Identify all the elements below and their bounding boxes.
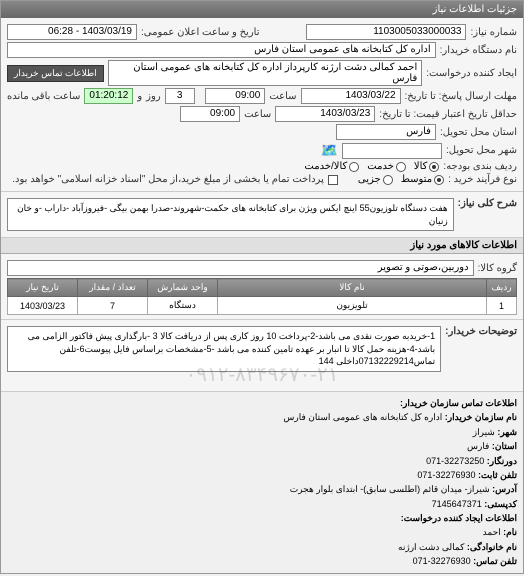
contact-phone-label: تلفن تماس: bbox=[473, 556, 517, 566]
postal-label: کدپستی: bbox=[484, 499, 517, 509]
deadline-label: مهلت ارسال پاسخ: تا تاریخ: bbox=[405, 91, 517, 102]
notes-text: 1-خریدبه صورت نقدی می باشد-2-پرداخت 10 ر… bbox=[7, 326, 441, 372]
phone-value: 32276930-071 bbox=[417, 470, 475, 480]
deadline-time-field: 09:00 bbox=[205, 88, 265, 104]
cell-idx: 1 bbox=[487, 297, 517, 315]
payment-radio-group: متوسط جزیی bbox=[358, 174, 444, 185]
budget-label: ردیف بندی بودجه: bbox=[443, 161, 517, 172]
bid-validity-label: حداقل تاریخ اعتبار قیمت: تا تاریخ: bbox=[379, 109, 517, 120]
budget-opt-0: کالا bbox=[414, 161, 428, 172]
province-label: استان محل تحویل: bbox=[440, 127, 517, 138]
requester-field: احمد کمالی دشت ارژنه کارپرداز اداره کل ک… bbox=[108, 60, 423, 86]
phone-label: تلفن ثابت: bbox=[478, 470, 517, 480]
map-icon[interactable]: 🗺️ bbox=[321, 142, 338, 159]
and-label: و bbox=[137, 91, 142, 102]
remaining-label: ساعت باقی مانده bbox=[7, 91, 80, 102]
name-value: احمد bbox=[483, 527, 501, 537]
contact-title: اطلاعات تماس سازمان خریدار: bbox=[400, 398, 517, 408]
address-value: شیراز- میدان قائم (اطلسی سابق)- ابتدای ب… bbox=[290, 484, 490, 494]
city-label: شهر محل تحویل: bbox=[446, 145, 517, 156]
req-number-field: 1103005033000033 bbox=[306, 24, 466, 40]
name-label: نام: bbox=[503, 527, 517, 537]
need-desc-label: شرح کلی نیاز: bbox=[458, 198, 517, 209]
budget-radio-both[interactable]: کالا/خدمت bbox=[304, 161, 359, 172]
radio-icon bbox=[434, 175, 444, 185]
cell-unit: دستگاه bbox=[148, 297, 218, 315]
header-section: شماره نیاز: 1103005033000033 تاریخ و ساع… bbox=[1, 18, 523, 192]
family-value: کمالی دشت ارژنه bbox=[398, 542, 464, 552]
org-label: نام سازمان خریدار: bbox=[445, 412, 517, 422]
table-row[interactable]: 1 تلویزیون دستگاه 7 1403/03/23 bbox=[8, 297, 517, 315]
buyer-device-field: اداره کل کتابخانه های عمومی استان فارس bbox=[7, 42, 436, 58]
cell-date: 1403/03/23 bbox=[8, 297, 78, 315]
budget-opt-2: کالا/خدمت bbox=[304, 161, 347, 172]
radio-icon bbox=[383, 175, 393, 185]
announce-label: تاریخ و ساعت اعلان عمومی: bbox=[141, 27, 260, 38]
family-label: نام خانوادگی: bbox=[467, 542, 517, 552]
requester-label: ایجاد کننده درخواست: bbox=[426, 68, 517, 79]
req-creator-label: اطلاعات ایجاد کننده درخواست: bbox=[401, 513, 517, 523]
city-value: شیراز bbox=[473, 427, 495, 437]
payment-opt-1: جزیی bbox=[358, 174, 381, 185]
payment-type-label: نوع فرآیند خرید : bbox=[448, 174, 517, 185]
col-idx: ردیف bbox=[487, 279, 517, 297]
budget-opt-1: خدمت bbox=[367, 161, 394, 172]
timer-field: 01:20:12 bbox=[84, 88, 133, 104]
fax-label: دورنگار: bbox=[487, 456, 517, 466]
buyer-notes-section: توضیحات خریدار: 1-خریدبه صورت نقدی می با… bbox=[1, 320, 523, 392]
bid-validity-time-field: 09:00 bbox=[180, 106, 240, 122]
radio-icon bbox=[396, 162, 406, 172]
panel-title: جزئیات اطلاعات نیاز bbox=[1, 1, 523, 18]
contact-phone-value: 32276930-071 bbox=[413, 556, 471, 566]
buyer-device-label: نام دستگاه خریدار: bbox=[440, 45, 517, 56]
need-desc-text: هفت دستگاه تلوزیون55 اینچ ایکس ویژن برای… bbox=[7, 198, 454, 231]
budget-radio-khidmat[interactable]: خدمت bbox=[367, 161, 406, 172]
org-value: اداره کل کتابخانه های عمومی استان فارس bbox=[283, 412, 442, 422]
announce-field: 1403/03/19 - 06:28 bbox=[7, 24, 137, 40]
col-name: نام کالا bbox=[218, 279, 487, 297]
goods-subheader: اطلاعات کالاهای مورد نیاز bbox=[1, 238, 523, 254]
group-label: گروه کالا: bbox=[478, 263, 517, 274]
bid-validity-date-field: 1403/03/23 bbox=[275, 106, 375, 122]
budget-radio-kala[interactable]: کالا bbox=[414, 161, 440, 172]
col-qty: تعداد / مقدار bbox=[78, 279, 148, 297]
goods-table: ردیف نام کالا واحد شمارش تعداد / مقدار ت… bbox=[7, 278, 517, 315]
budget-radio-group: کالا خدمت کالا/خدمت bbox=[304, 161, 439, 172]
payment-radio-partial[interactable]: جزیی bbox=[358, 174, 393, 185]
col-unit: واحد شمارش bbox=[148, 279, 218, 297]
deadline-date-field: 1403/03/22 bbox=[301, 88, 401, 104]
address-label: آدرس: bbox=[492, 484, 517, 494]
contact-section: اطلاعات تماس سازمان خریدار: نام سازمان خ… bbox=[1, 392, 523, 573]
province-label2: استان: bbox=[492, 441, 517, 451]
radio-icon bbox=[429, 162, 439, 172]
province-field: فارس bbox=[336, 124, 436, 140]
city-label2: شهر: bbox=[497, 427, 517, 437]
details-panel: جزئیات اطلاعات نیاز شماره نیاز: 11030050… bbox=[0, 0, 524, 574]
radio-icon bbox=[349, 162, 359, 172]
fax-value: 32273250-071 bbox=[426, 456, 484, 466]
payment-opt-0: متوسط bbox=[401, 174, 432, 185]
col-date: تاریخ نیاز bbox=[8, 279, 78, 297]
need-desc-section: شرح کلی نیاز: هفت دستگاه تلوزیون55 اینچ … bbox=[1, 192, 523, 238]
goods-section: گروه کالا: دوربین،صوتی و تصویر ردیف نام … bbox=[1, 254, 523, 320]
notes-label: توضیحات خریدار: bbox=[445, 326, 517, 337]
province-value: فارس bbox=[467, 441, 489, 451]
time-label-2: ساعت bbox=[244, 109, 271, 120]
postal-value: 7145647371 bbox=[432, 499, 482, 509]
payment-note: پرداخت تمام یا بخشی از مبلغ خرید،از محل … bbox=[12, 174, 324, 185]
time-label-1: ساعت bbox=[269, 91, 296, 102]
req-number-label: شماره نیاز: bbox=[470, 27, 517, 38]
group-field: دوربین،صوتی و تصویر bbox=[7, 260, 474, 276]
treasury-checkbox[interactable] bbox=[328, 175, 338, 185]
contact-buyer-button[interactable]: اطلاعات تماس خریدار bbox=[7, 65, 104, 82]
days-label: روز bbox=[146, 91, 161, 102]
deadline-days-field: 3 bbox=[165, 88, 195, 104]
payment-radio-medium[interactable]: متوسط bbox=[401, 174, 444, 185]
cell-name: تلویزیون bbox=[218, 297, 487, 315]
city-field bbox=[342, 143, 442, 159]
cell-qty: 7 bbox=[78, 297, 148, 315]
